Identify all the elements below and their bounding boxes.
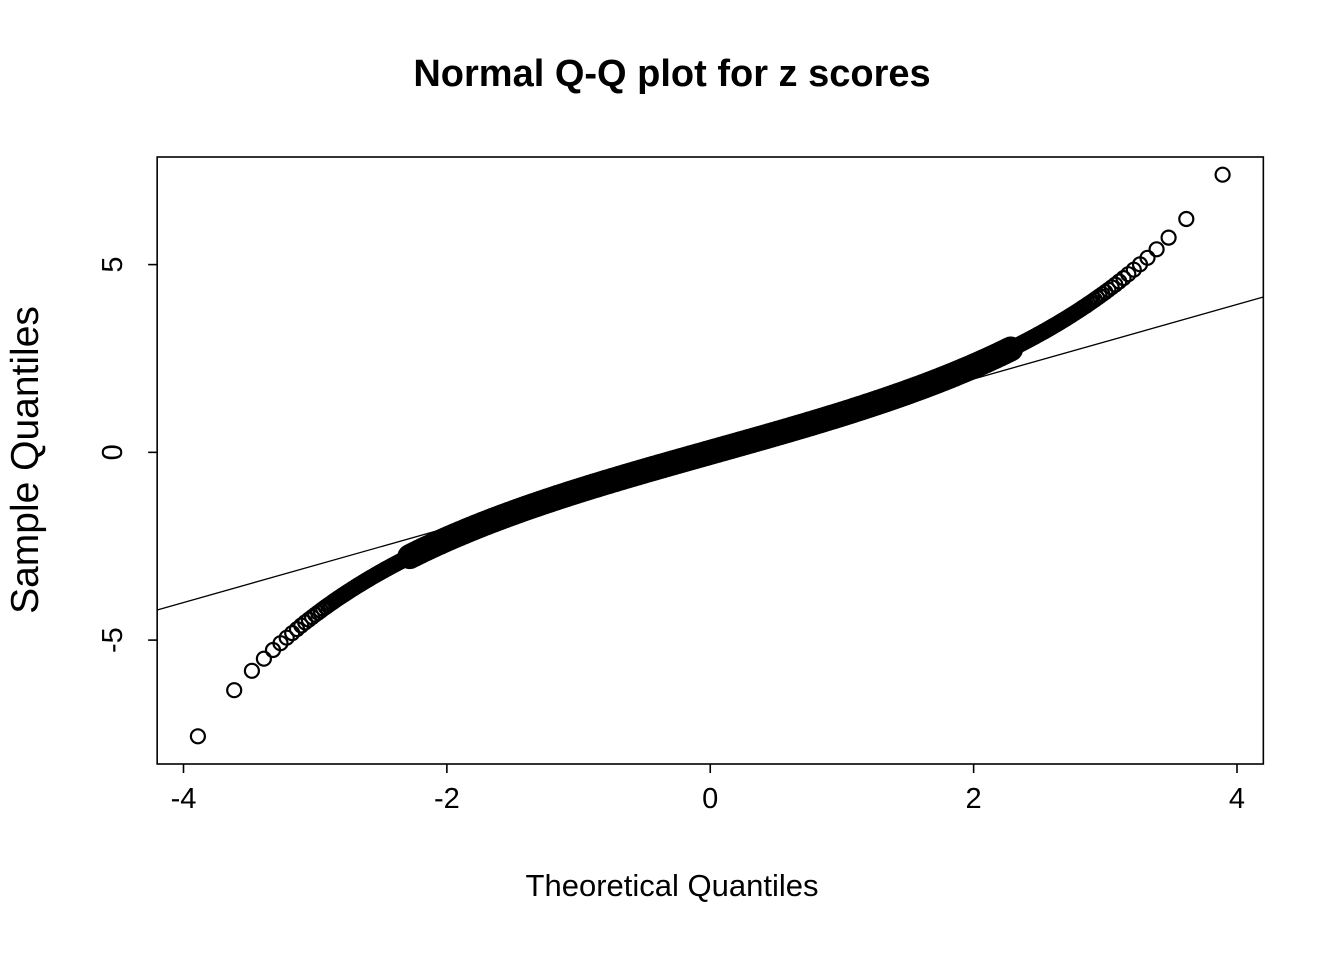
svg-text:Sample Quantiles: Sample Quantiles [4, 306, 47, 614]
svg-text:4: 4 [1229, 783, 1245, 815]
svg-text:0: 0 [97, 444, 129, 460]
svg-text:-4: -4 [171, 783, 197, 815]
svg-text:2: 2 [966, 783, 982, 815]
svg-text:0: 0 [702, 783, 718, 815]
svg-text:-5: -5 [97, 627, 129, 653]
svg-text:5: 5 [97, 257, 129, 273]
svg-text:-2: -2 [434, 783, 460, 815]
